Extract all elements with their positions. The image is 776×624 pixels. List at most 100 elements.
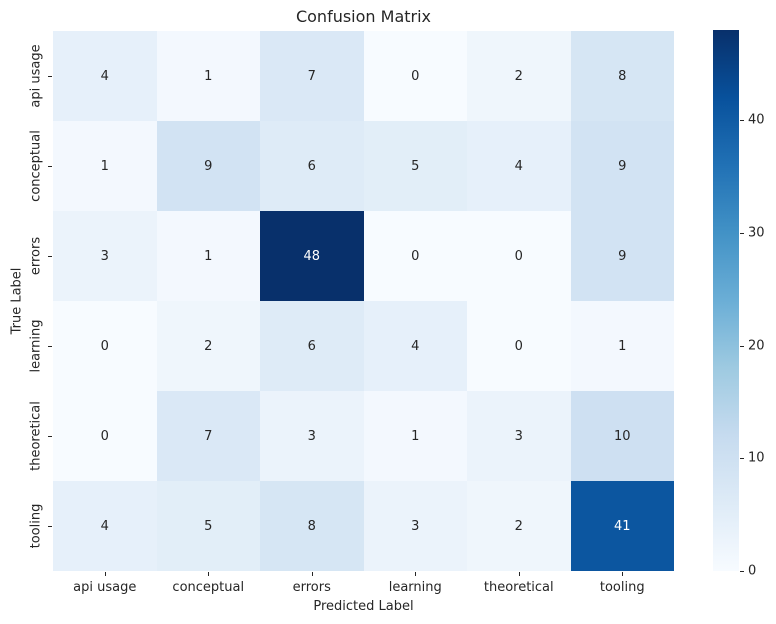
y-tick-label: tooling [28, 503, 44, 549]
cell-annotation: 0 [411, 248, 420, 264]
x-axis-title: Predicted Label [313, 599, 414, 614]
cell-annotation: 1 [204, 68, 213, 84]
y-axis-title: True Label [9, 267, 25, 335]
cell-annotation: 9 [204, 158, 213, 174]
heatmap-cell: 7 [260, 31, 364, 121]
heatmap-cell: 1 [363, 391, 467, 481]
cell-annotation: 7 [204, 428, 213, 444]
cell-annotation: 0 [100, 338, 109, 354]
cell-annotation: 48 [303, 248, 321, 264]
heatmap-cell: 0 [363, 211, 467, 301]
cell-annotation: 1 [100, 158, 109, 174]
heatmap-cell: 9 [156, 121, 260, 211]
heatmap-cell: 3 [260, 391, 364, 481]
heatmap-cell: 6 [260, 301, 364, 391]
y-axis-tick-mark [48, 166, 52, 167]
heatmap-cell: 0 [467, 211, 571, 301]
y-tick-label: api usage [28, 44, 44, 108]
colorbar-tick-label: 10 [748, 450, 765, 466]
cell-annotation: 4 [514, 158, 523, 174]
x-tick-label: tooling [599, 580, 645, 595]
heatmap-cell: 2 [467, 31, 571, 121]
cell-annotation: 3 [307, 428, 316, 444]
heatmap-cell: 3 [53, 211, 157, 301]
heatmap-cell: 4 [467, 121, 571, 211]
cell-annotation: 2 [514, 68, 523, 84]
cell-annotation: 6 [307, 338, 316, 354]
colorbar-tick-label: 30 [748, 225, 765, 241]
heatmap-cell: 10 [570, 391, 674, 481]
y-tick-label: learning [28, 319, 44, 373]
heatmap-cell: 1 [156, 211, 260, 301]
y-axis-tick-mark [48, 256, 52, 257]
cell-annotation: 5 [204, 518, 213, 534]
heatmap-cell: 3 [467, 391, 571, 481]
heatmap-cell: 2 [467, 481, 571, 571]
heatmap-cell: 0 [53, 301, 157, 391]
heatmap-cell: 0 [53, 391, 157, 481]
cell-annotation: 8 [307, 518, 316, 534]
x-tick-label: api usage [73, 580, 137, 595]
colorbar-gradient [713, 30, 739, 571]
x-axis-tick-mark [622, 572, 624, 576]
heatmap-cell: 4 [363, 301, 467, 391]
y-axis-tick-mark [48, 436, 52, 437]
x-axis-tick-mark [415, 572, 417, 576]
y-axis-tick-mark [48, 346, 52, 347]
heatmap-cell: 4 [53, 481, 157, 571]
heatmap-cell: 9 [570, 121, 674, 211]
cell-annotation: 9 [618, 248, 627, 264]
cell-annotation: 1 [204, 248, 213, 264]
cell-annotation: 1 [618, 338, 627, 354]
heatmap-plot-area: 4 1 7 0 2 8 1 9 6 5 4 9 3 1 48 0 0 9 0 2 6 4 0 1 0 7 3 1 3 10 4 5 8 3 2 41 [53, 31, 674, 571]
x-tick-label: conceptual [172, 580, 245, 595]
heatmap-cell: 48 [260, 211, 364, 301]
cell-annotation: 3 [514, 428, 523, 444]
heatmap-cell: 0 [363, 31, 467, 121]
colorbar-tick-mark [740, 120, 744, 122]
colorbar-tick-label: 20 [748, 338, 765, 354]
heatmap-cell: 8 [260, 481, 364, 571]
y-axis-tick-mark [48, 526, 52, 527]
y-tick-label: conceptual [28, 130, 44, 202]
cell-annotation: 8 [618, 68, 627, 84]
chart-title: Confusion Matrix [295, 7, 432, 26]
heatmap-cell: 1 [156, 31, 260, 121]
cell-annotation: 10 [613, 428, 631, 444]
heatmap-cell: 3 [363, 481, 467, 571]
x-tick-label: errors [292, 580, 331, 595]
cell-annotation: 1 [411, 428, 420, 444]
cell-annotation: 0 [100, 428, 109, 444]
cell-annotation: 0 [411, 68, 420, 84]
colorbar-tick-mark [740, 345, 744, 347]
heatmap-cell: 5 [363, 121, 467, 211]
colorbar-tick-label: 40 [748, 112, 765, 128]
cell-annotation: 9 [618, 158, 627, 174]
cell-annotation: 4 [100, 518, 109, 534]
heatmap-cell: 1 [570, 301, 674, 391]
cell-annotation: 5 [411, 158, 420, 174]
heatmap-cell: 6 [260, 121, 364, 211]
heatmap-cell: 41 [570, 481, 674, 571]
cell-annotation: 4 [411, 338, 420, 354]
heatmap-cell: 4 [53, 31, 157, 121]
cell-annotation: 3 [411, 518, 420, 534]
heatmap-cell: 7 [156, 391, 260, 481]
colorbar-tick-mark [740, 458, 744, 460]
heatmap-cell: 5 [156, 481, 260, 571]
x-axis-tick-mark [518, 572, 520, 576]
x-axis-tick-mark [311, 572, 313, 576]
x-tick-label: theoretical [483, 580, 554, 595]
x-axis-tick-mark [104, 572, 106, 576]
cell-annotation: 4 [100, 68, 109, 84]
colorbar-tick-mark [740, 232, 744, 234]
y-tick-label: theoretical [28, 401, 44, 471]
cell-annotation: 0 [514, 248, 523, 264]
cell-annotation: 2 [514, 518, 523, 534]
cell-annotation: 2 [204, 338, 213, 354]
heatmap-cell: 1 [53, 121, 157, 211]
x-tick-label: learning [388, 580, 442, 595]
cell-annotation: 6 [307, 158, 316, 174]
cell-annotation: 0 [514, 338, 523, 354]
